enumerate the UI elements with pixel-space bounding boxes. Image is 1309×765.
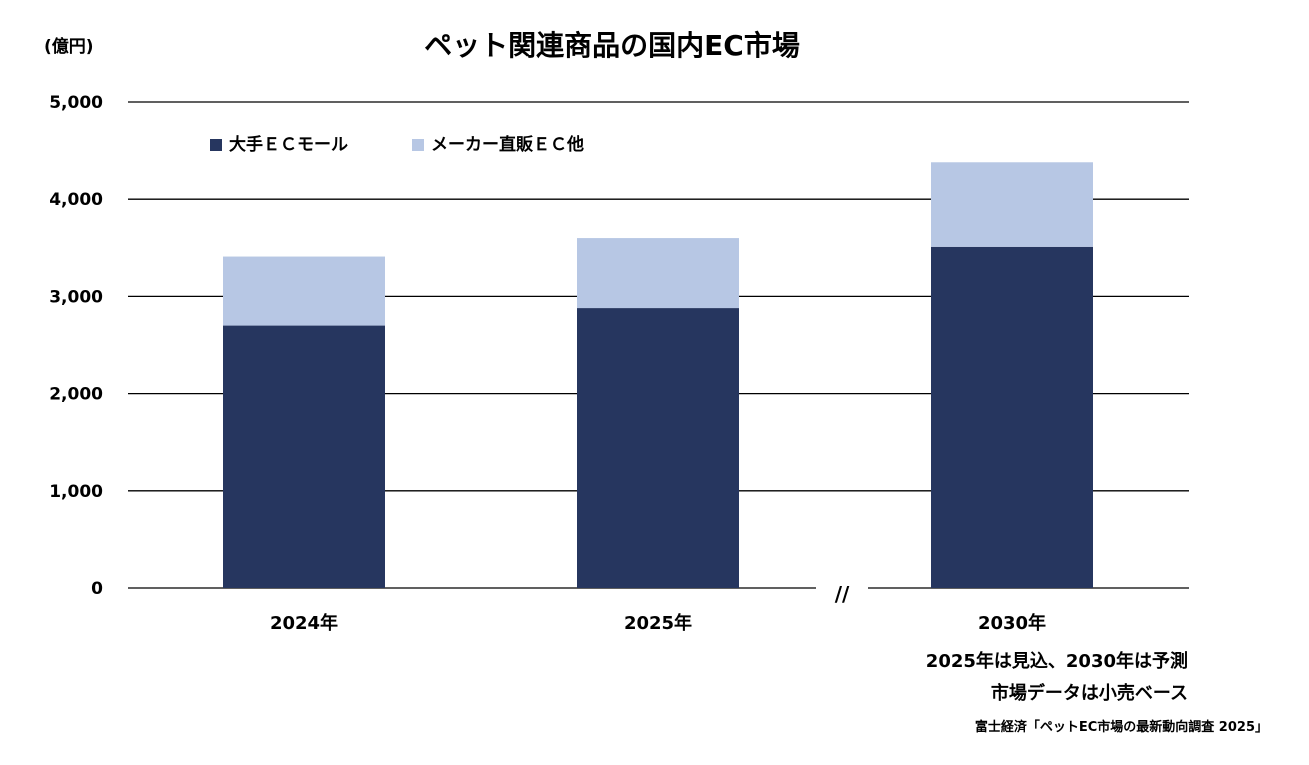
axis-break-marker: //: [816, 580, 868, 606]
source-note: 富士経済「ペットEC市場の最新動向調査 2025」: [974, 720, 1268, 735]
bar-2025年-series-0: [577, 308, 739, 588]
y-tick-label-4000: 4,000: [49, 190, 103, 210]
axis-break-symbol: //: [835, 582, 850, 606]
legend-swatch-maker-direct-ec: [412, 139, 424, 151]
bars: [223, 162, 1093, 588]
y-axis-unit-label: (億円): [44, 36, 94, 57]
x-tick-label-2: 2030年: [978, 612, 1046, 634]
chart-title: ペット関連商品の国内EC市場: [424, 29, 800, 62]
bar-2024年-series-1: [223, 256, 385, 326]
y-tick-label-2000: 2,000: [49, 385, 103, 405]
y-tick-label-5000: 5,000: [49, 93, 103, 113]
y-tick-label-1000: 1,000: [49, 482, 103, 502]
y-tick-label-3000: 3,000: [49, 287, 103, 307]
y-axis-tick-labels: 0 1,000 2,000 3,000 4,000 5,000: [49, 93, 103, 599]
retail-basis-note: 市場データは小売ベース: [990, 683, 1188, 704]
x-tick-label-1: 2025年: [624, 612, 692, 634]
x-tick-label-0: 2024年: [270, 612, 338, 634]
bar-2024年-series-0: [223, 325, 385, 588]
legend-label-maker-direct-ec: メーカー直販ＥＣ他: [431, 134, 584, 155]
legend-label-major-ec-mall: 大手ＥＣモール: [229, 134, 348, 155]
legend-swatch-major-ec-mall: [210, 139, 222, 151]
legend: 大手ＥＣモール メーカー直販ＥＣ他: [210, 134, 584, 155]
bar-2030年-series-1: [931, 162, 1093, 247]
bar-2025年-series-1: [577, 238, 739, 309]
y-tick-label-0: 0: [91, 579, 103, 599]
forecast-note: 2025年は見込、2030年は予測: [925, 651, 1188, 672]
bar-2030年-series-0: [931, 246, 1093, 588]
x-axis-tick-labels: 2024年 2025年 2030年: [270, 612, 1046, 634]
